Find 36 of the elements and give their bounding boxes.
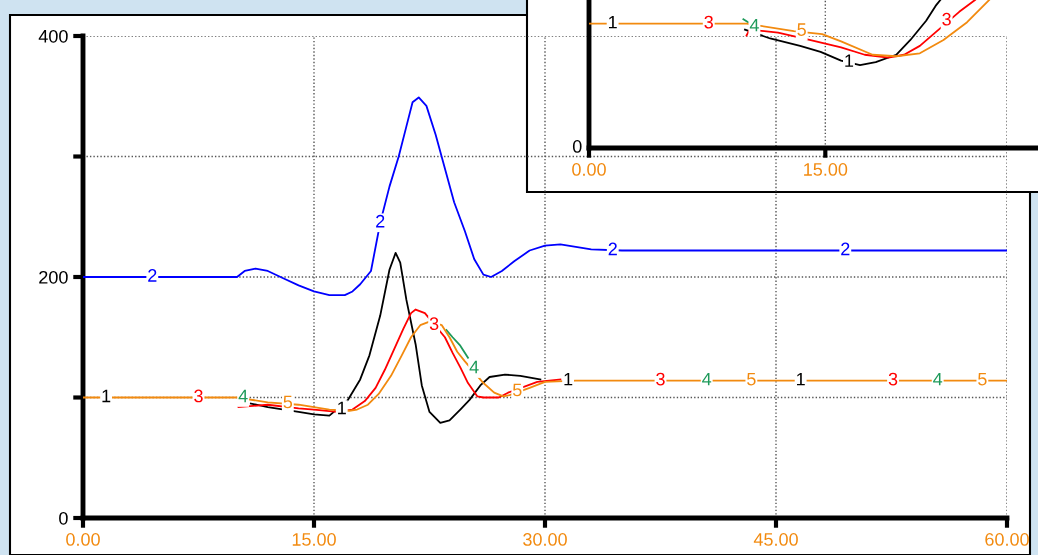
- annotation: 4: [238, 389, 248, 403]
- annotation: 5: [283, 395, 293, 409]
- annotation: 1: [845, 54, 854, 67]
- y-tick-label: 0: [59, 511, 68, 525]
- y-tick-label: 400: [38, 29, 68, 43]
- annotation: 5: [978, 372, 987, 386]
- x-tick-label: 30.00: [523, 533, 567, 546]
- annotation: 1: [102, 389, 111, 403]
- annotation: 4: [702, 372, 712, 386]
- x-tick-label: 0.00: [66, 533, 100, 546]
- annotation: 4: [749, 18, 759, 32]
- annotation: 3: [194, 389, 203, 403]
- annotation: 3: [888, 372, 898, 386]
- annotation: 5: [797, 23, 806, 36]
- annotation: 5: [747, 372, 756, 386]
- annotation: 1: [797, 372, 805, 386]
- x-tick-label: 60.00: [985, 533, 1029, 546]
- annotation: 3: [704, 15, 713, 29]
- x-tick-label: 0.00: [572, 163, 606, 176]
- annotation: 5: [512, 383, 522, 397]
- y-tick-label: 200: [39, 270, 68, 284]
- annotation: 3: [656, 372, 665, 386]
- annotation: 1: [608, 15, 617, 29]
- annotation: 1: [564, 372, 573, 386]
- annotation: 2: [841, 242, 850, 256]
- annotation: 2: [148, 269, 157, 282]
- annotation: 0: [572, 140, 582, 153]
- annotation: 4: [469, 360, 479, 374]
- annotation: 1: [338, 401, 346, 415]
- x-tick-label: 15.00: [804, 163, 848, 176]
- x-tick-label: 45.00: [753, 533, 798, 546]
- annotation: 3: [429, 317, 439, 331]
- x-tick-label: 15.00: [292, 533, 336, 546]
- annotation: 4: [933, 372, 943, 386]
- annotation: 2: [608, 242, 617, 256]
- annotation: 3: [942, 12, 951, 26]
